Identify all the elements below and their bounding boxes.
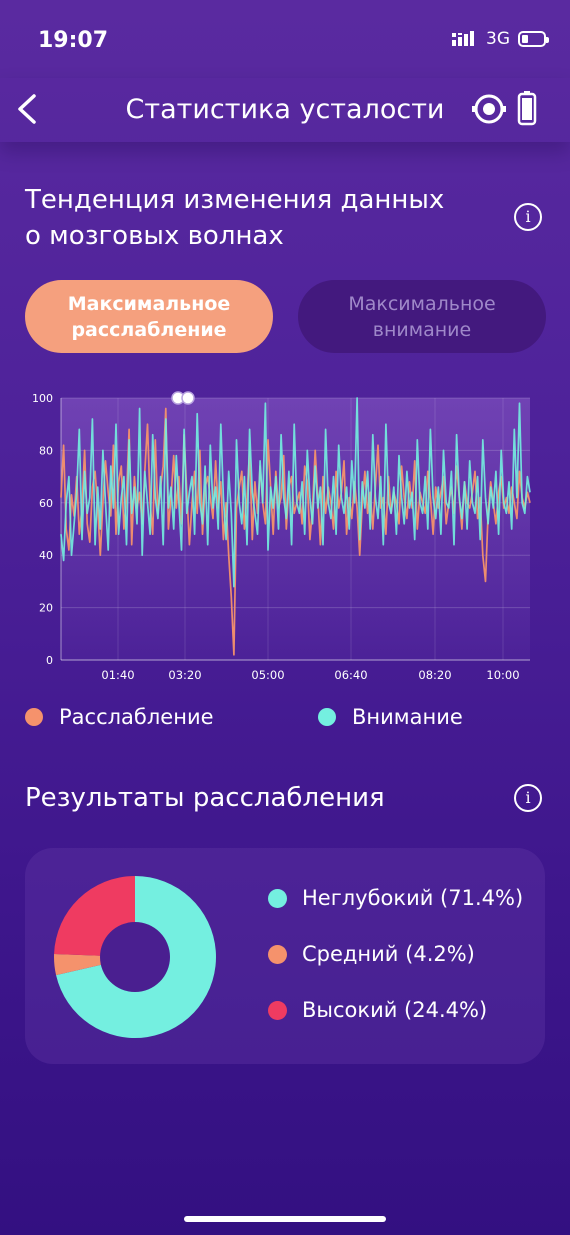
tab-max-attention-line2: внимание bbox=[372, 318, 472, 341]
trend-title-line1: Тенденция изменения данных bbox=[25, 185, 445, 215]
series-line-attention bbox=[60, 397, 531, 588]
y-tick-label: 100 bbox=[32, 392, 53, 405]
device-battery-icon[interactable] bbox=[517, 90, 537, 126]
trend-title: Тенденция изменения данных о мозговых во… bbox=[25, 182, 444, 254]
tab-max-attention[interactable]: Максимальное внимание bbox=[298, 280, 546, 353]
x-tick-label: 05:00 bbox=[251, 668, 284, 682]
brainwave-line-chart[interactable]: 0 20 40 60 80 100 01:40 03:20 05:00 06:40 08:20 10:… bbox=[0, 380, 570, 690]
legend-relaxation-label: Расслабление bbox=[59, 705, 214, 729]
x-tick-label: 03:20 bbox=[168, 668, 201, 682]
donut-hole bbox=[100, 922, 170, 992]
trend-info-icon[interactable]: i bbox=[514, 203, 542, 231]
x-tick-label: 01:40 bbox=[101, 668, 134, 682]
pie-legend-medium: Средний (4.2%) bbox=[268, 942, 475, 966]
legend-attention-label: Внимание bbox=[352, 705, 463, 729]
tab-max-attention-line1: Максимальное bbox=[348, 292, 496, 315]
network-type: 3G bbox=[486, 29, 510, 49]
y-tick-label: 40 bbox=[39, 549, 53, 562]
status-bar: 19:07 3G bbox=[0, 0, 570, 80]
y-tick-label: 80 bbox=[39, 444, 53, 457]
shallow-dot-icon bbox=[268, 888, 287, 908]
pie-legend-high: Высокий (24.4%) bbox=[268, 998, 487, 1022]
y-tick-label: 60 bbox=[39, 497, 53, 510]
trend-title-line2: о мозговых волнах bbox=[25, 221, 284, 251]
nav-header: Статистика усталости bbox=[0, 78, 570, 142]
pie-legend-shallow-label: Неглубокий (71.4%) bbox=[302, 886, 524, 910]
attention-dot-icon bbox=[318, 708, 336, 726]
relaxation-donut-chart bbox=[54, 876, 216, 1038]
y-tick-label: 20 bbox=[39, 602, 53, 615]
home-indicator[interactable] bbox=[184, 1216, 386, 1222]
medium-dot-icon bbox=[268, 944, 287, 964]
tab-max-relaxation-line2: расслабление bbox=[71, 318, 227, 341]
tab-max-relaxation[interactable]: Максимальное расслабление bbox=[25, 280, 273, 353]
legend-attention: Внимание bbox=[318, 705, 463, 729]
legend-relaxation: Расслабление bbox=[25, 705, 214, 729]
page-title: Статистика усталости bbox=[125, 94, 445, 125]
scrub-handle-right bbox=[181, 391, 195, 405]
pie-legend-medium-label: Средний (4.2%) bbox=[302, 942, 475, 966]
y-tick-label: 0 bbox=[46, 654, 53, 667]
high-dot-icon bbox=[268, 1000, 287, 1020]
pie-legend-high-label: Высокий (24.4%) bbox=[302, 998, 488, 1022]
x-tick-label: 06:40 bbox=[334, 668, 367, 682]
relaxation-dot-icon bbox=[25, 708, 43, 726]
headband-device-icon[interactable] bbox=[472, 92, 506, 126]
status-time: 19:07 bbox=[38, 28, 109, 53]
pie-legend-shallow: Неглубокий (71.4%) bbox=[268, 886, 523, 910]
x-tick-label: 10:00 bbox=[486, 668, 519, 682]
back-arrow-icon[interactable] bbox=[12, 92, 44, 126]
cellular-signal-icon bbox=[452, 31, 474, 46]
results-info-icon[interactable]: i bbox=[514, 784, 542, 812]
x-tick-label: 08:20 bbox=[418, 668, 451, 682]
battery-icon bbox=[518, 31, 549, 47]
tab-max-relaxation-line1: Максимальное bbox=[67, 292, 231, 315]
results-title: Результаты расслабления bbox=[25, 783, 385, 813]
